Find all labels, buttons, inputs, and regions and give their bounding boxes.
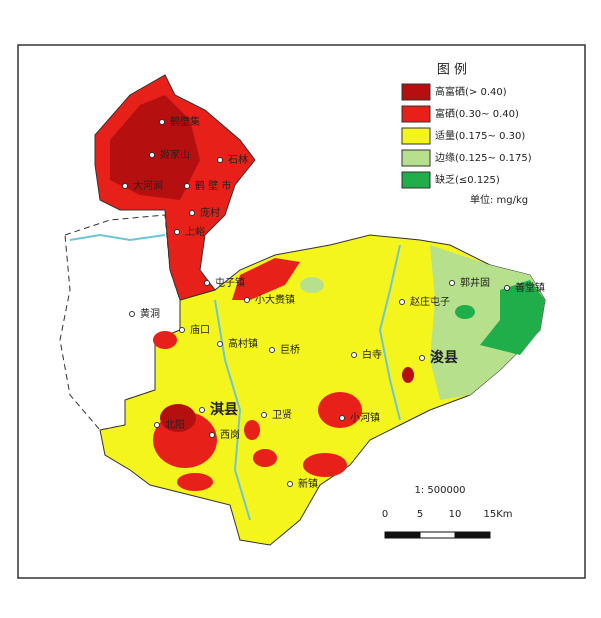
marginal-region — [430, 245, 545, 400]
place-name: 白寺 — [362, 348, 382, 361]
place-marker — [269, 347, 275, 353]
place-marker — [179, 327, 185, 333]
river — [69, 233, 166, 242]
legend: 图 例 高富硒(> 0.40) 富硒(0.30~ 0.40) 适量(0.175~ 0… — [401, 63, 532, 206]
place-name: 淇县 — [210, 401, 238, 418]
river — [214, 299, 251, 521]
place-name: 善堂镇 — [515, 281, 545, 294]
place-marker — [189, 210, 195, 216]
place-marker — [504, 285, 510, 291]
place-name: 大河涧 — [133, 179, 163, 192]
place-name: 新镇 — [298, 477, 318, 490]
place-name: 庞村 — [200, 206, 220, 219]
adequate-region — [99, 234, 546, 546]
place-marker — [419, 355, 425, 361]
place-marker — [217, 157, 223, 163]
place-marker — [209, 432, 215, 438]
legend-label: 缺乏(≤0.125) — [435, 173, 500, 186]
place-marker — [204, 280, 210, 286]
place-marker — [199, 407, 205, 413]
marginal-patch — [300, 277, 324, 293]
place-marker — [174, 229, 180, 235]
scale-ratio: 1: 500000 — [414, 485, 465, 496]
place-marker — [449, 280, 455, 286]
place-marker — [339, 415, 345, 421]
scale-tick-label: 5 — [417, 509, 423, 520]
legend-label: 适量(0.175~ 0.30) — [435, 130, 525, 142]
legend-swatch — [401, 83, 431, 101]
rich-patch — [303, 453, 347, 477]
deficient-region — [480, 280, 545, 355]
place-name: 鹤壁集 — [170, 115, 200, 128]
legend-swatch — [401, 105, 431, 123]
place-name: 高村镇 — [228, 337, 258, 350]
scale-segment — [419, 531, 456, 539]
legend-label: 富硒(0.30~ 0.40) — [435, 107, 519, 120]
rich-patch — [318, 392, 362, 428]
scale-tick-label: 0 — [382, 509, 388, 520]
high-rich-patch — [402, 367, 414, 383]
scale-tick-label: 15Km — [483, 509, 512, 520]
place-marker — [399, 299, 405, 305]
place-name: 巨桥 — [280, 344, 300, 356]
place-name: 小大赉镇 — [255, 293, 295, 306]
scale-tick-label: 10 — [449, 509, 462, 520]
place-name: 卫贤 — [272, 409, 292, 421]
place-name: 石林 — [228, 153, 248, 166]
legend-label: 边缘(0.125~ 0.175) — [435, 151, 532, 164]
legend-unit: 单位: mg/kg — [470, 193, 528, 206]
map-regions — [59, 74, 546, 546]
rich-patch — [153, 331, 177, 349]
place-name: 庙口 — [190, 323, 210, 336]
place-marker — [154, 422, 160, 428]
place-marker — [351, 352, 357, 358]
scale-segment — [454, 531, 491, 539]
legend-label: 高富硒(> 0.40) — [435, 85, 507, 98]
place-marker — [261, 412, 267, 418]
place-name: 小河镇 — [350, 411, 380, 424]
place-marker — [217, 341, 223, 347]
rich-patch — [232, 258, 300, 300]
place-name: 浚县 — [430, 349, 458, 366]
place-name: 郭井固 — [460, 276, 490, 289]
legend-title: 图 例 — [437, 63, 467, 78]
legend-swatch — [401, 149, 431, 167]
deficient-patch — [455, 305, 475, 319]
legend-swatch — [401, 171, 431, 189]
place-marker — [244, 297, 250, 303]
high-rich-patch — [160, 404, 196, 432]
scale-bar: 1: 500000 0 5 10 15Km — [382, 485, 513, 539]
place-marker — [159, 119, 165, 125]
place-name: 西岗 — [220, 429, 240, 441]
scale-segment — [384, 531, 421, 539]
place-name: 黄洞 — [140, 307, 160, 320]
place-marker — [287, 481, 293, 487]
rich-patch — [177, 473, 213, 491]
place-marker — [122, 183, 128, 189]
river — [378, 244, 401, 421]
place-marker — [129, 311, 135, 317]
place-marker — [149, 152, 155, 158]
place-name: 屯子镇 — [215, 276, 245, 289]
place-name: 姬家山 — [160, 148, 190, 161]
place-marker — [184, 183, 190, 189]
rich-patch — [253, 449, 277, 467]
place-name: 鹤 壁 市 — [195, 179, 231, 192]
rich-patch — [244, 420, 260, 440]
legend-swatch — [401, 127, 431, 145]
place-name: 北阳 — [165, 419, 185, 431]
place-name: 上峪 — [185, 226, 205, 238]
place-name: 赵庄屯子 — [410, 295, 450, 308]
high-rich-patch — [110, 95, 200, 200]
